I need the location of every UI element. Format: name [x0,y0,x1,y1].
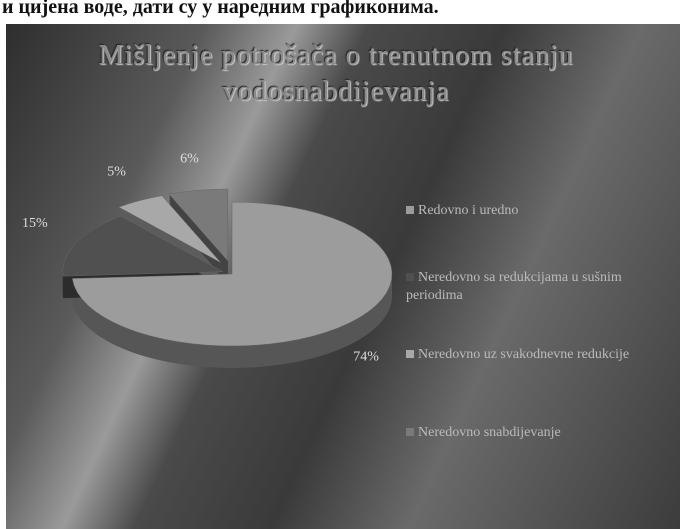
heading: и цијена воде, дати су у наредним график… [2,0,439,18]
legend-swatch [406,428,414,436]
data-label: 74% [353,350,379,365]
chart-title: Mišljenje potrošača o trenutnom stanju v… [98,40,574,107]
legend-item: Redovno i uredno [406,202,656,220]
chart: Mišljenje potrošača o trenutnom stanju v… [6,24,680,529]
legend-label: Neredovno snabdijevanje [418,425,561,440]
legend-label: Neredovno sa redukcijama u sušnim period… [406,270,622,303]
legend-item: Neredovno sa redukcijama u sušnim period… [406,269,656,305]
slice [118,195,221,263]
legend-swatch [406,273,414,281]
legend-item: Neredovno uz svakodnevne redukcije [406,346,656,364]
legend-swatch [406,206,414,214]
pie-area: 74% 15% 5% 6% [22,152,393,369]
data-label: 15% [22,216,48,231]
legend-swatch [406,350,414,358]
data-label: 6% [180,152,199,167]
slice [62,215,224,277]
slice [168,188,229,262]
legend-label: Redovno i uredno [418,203,519,218]
data-label: 5% [107,164,126,179]
slice [72,201,393,347]
legend-label: Neredovno uz svakodnevne redukcije [418,347,630,362]
legend-item: Neredovno snabdijevanje [406,424,656,442]
